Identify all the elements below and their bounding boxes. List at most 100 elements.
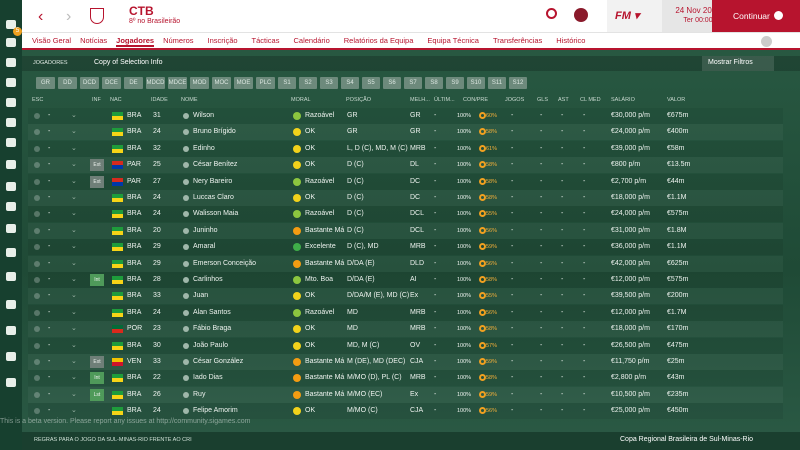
- filter-button[interactable]: S3: [320, 77, 338, 89]
- filter-button[interactable]: DCD: [80, 77, 99, 89]
- filter-button[interactable]: MOD: [190, 77, 209, 89]
- select-dot: [34, 408, 40, 415]
- fm-menu[interactable]: FM ▾: [607, 0, 662, 32]
- player-row[interactable]: - ⌄ BRA 24 Bruno Brígido OK GR GR - 100% 58% - - - - €2…: [28, 124, 783, 141]
- last-match: -: [434, 144, 437, 152]
- flag: [112, 308, 123, 317]
- player-row[interactable]: - ⌄ Int BRA 22 Iado Dias Bastante Má M/MO (D), …: [28, 370, 783, 387]
- column-header[interactable]: ESC: [32, 97, 44, 103]
- menu-item[interactable]: Calendário: [293, 36, 330, 45]
- filter-button[interactable]: S9: [446, 77, 464, 89]
- value: €170m: [667, 325, 689, 333]
- player-row[interactable]: - ⌄ BRA 30 João Paulo OK MD, M (C) OV - 100% 57% - -…: [28, 337, 783, 354]
- column-header[interactable]: MORAL: [291, 97, 311, 103]
- nav-icon: [6, 300, 16, 309]
- menu-item[interactable]: Relatórios da Equipa: [343, 36, 414, 45]
- news-ticker[interactable]: REGRAS PARA O JOGO DA SUL-MINAS-RIO FREN…: [34, 437, 192, 443]
- column-header[interactable]: POSIÇÃO: [346, 97, 372, 103]
- player-row[interactable]: - ⌄ BRA 33 Juan OK D/DA/M (E), MD (C) Ex - 100% 55…: [28, 288, 783, 305]
- continue-button[interactable]: [712, 0, 800, 32]
- column-header[interactable]: GLS: [537, 97, 549, 103]
- player-row[interactable]: - ⌄ Int BRA 28 Carlinhos Mto. Boa D/DA (E) AI - 10…: [28, 272, 783, 288]
- filter-button[interactable]: S10: [467, 77, 485, 89]
- filter-button[interactable]: S1: [278, 77, 296, 89]
- average-rating: -: [583, 325, 586, 333]
- filter-button[interactable]: MOC: [212, 77, 231, 89]
- filter-button[interactable]: S6: [383, 77, 401, 89]
- best-position: DC: [410, 194, 421, 201]
- filter-button[interactable]: S7: [404, 77, 422, 89]
- filter-toggle-label[interactable]: Mostrar Filtros: [708, 59, 753, 66]
- player-row[interactable]: - ⌄ BRA 32 Edinho OK L, D (C), MD, M (C) MRB -10…: [28, 140, 783, 157]
- column-header[interactable]: INF: [92, 97, 101, 103]
- player-row[interactable]: - ⌄ BRA 24 Luccas Claro OK D (C) DC - 100% 58% - - - -…: [28, 190, 783, 206]
- menu-item[interactable]: Visão Geral: [32, 36, 72, 45]
- assists: -: [561, 276, 564, 283]
- assists: -: [561, 374, 564, 382]
- menu-item[interactable]: Jogadores: [116, 36, 155, 47]
- goals: -: [540, 112, 543, 119]
- forward-button[interactable]: ›: [66, 8, 72, 25]
- search-button[interactable]: [546, 8, 557, 19]
- filter-button[interactable]: MDCD: [146, 77, 165, 89]
- view-selector[interactable]: Copy of Selection Info: [94, 59, 163, 66]
- filter-button[interactable]: S4: [341, 77, 359, 89]
- filter-button[interactable]: S11: [488, 77, 506, 89]
- player-row[interactable]: - ⌄ Ext PAR 27 Nery Bareiro Razoável D (C) DC - 10…: [28, 173, 783, 190]
- squad-status: -: [48, 259, 51, 267]
- column-header[interactable]: MELH...: [410, 97, 430, 103]
- filter-button[interactable]: S2: [299, 77, 317, 89]
- nationality: POR: [127, 325, 143, 333]
- squad-status: -: [48, 194, 51, 201]
- continue-label[interactable]: Continuar: [733, 11, 770, 21]
- menu-item[interactable]: Equipa Técnica: [427, 36, 479, 45]
- player-row[interactable]: - ⌄ Ext PAR 25 César Benítez OK D (C) DL - 100% 58%…: [28, 157, 783, 174]
- back-button[interactable]: ‹: [38, 8, 44, 25]
- menu-item[interactable]: Transferências: [492, 36, 543, 45]
- player-row[interactable]: - ⌄ BRA 29 Amaral Excelente D (C), MD MRB -100% 5…: [28, 239, 783, 256]
- player-row[interactable]: - ⌄ BRA 24 Alan Santos Razoável MD MRB -100% 56% -…: [28, 304, 783, 321]
- menu-item[interactable]: Números: [163, 36, 194, 45]
- filter-button[interactable]: DE: [124, 77, 143, 89]
- filter-button[interactable]: S12: [509, 77, 527, 89]
- menu-item[interactable]: Notícias: [80, 36, 108, 45]
- player-row[interactable]: - ⌄ Ext VEN 33 César González Bastante Má M (DE…: [28, 354, 783, 370]
- filter-button[interactable]: GR: [36, 77, 55, 89]
- player-row[interactable]: - ⌄ BRA 20 Juninho Bastante Má D (C) DCL - 100% 56…: [28, 222, 783, 239]
- filter-button[interactable]: MDCE: [168, 77, 187, 89]
- column-header[interactable]: IDADE: [151, 97, 168, 103]
- column-header[interactable]: CL MED: [580, 97, 601, 103]
- position: MD: [347, 325, 358, 333]
- menu-item[interactable]: Tácticas: [251, 36, 280, 45]
- column-header[interactable]: NOME: [181, 97, 198, 103]
- help-button[interactable]: [761, 36, 772, 47]
- sharpness-icon: [479, 112, 486, 119]
- menu-item[interactable]: Inscrição: [207, 36, 238, 45]
- player-row[interactable]: - ⌄ BRA 29 Emerson Conceição Bastante Má D/DA …: [28, 255, 783, 272]
- player-row[interactable]: - ⌄ BRA 24 Walisson Maia Razoável D (C) DCL - 100…: [28, 206, 783, 223]
- header: ‹ › CTB 8º no Brasileirão FM ▾ 24 Nov 20…: [22, 0, 800, 32]
- competition-name[interactable]: Copa Regional Brasileira de Sul-Minas-Ri…: [620, 436, 754, 443]
- user-menu[interactable]: [574, 8, 588, 22]
- filter-button[interactable]: DCE: [102, 77, 121, 89]
- player-row[interactable]: - ⌄ BRA 24 Felipe Amorim OK M/MO (C) CJA - 100% 56…: [28, 403, 783, 420]
- filter-button[interactable]: S8: [425, 77, 443, 89]
- column-header[interactable]: VALOR: [667, 97, 686, 103]
- filter-button[interactable]: S5: [362, 77, 380, 89]
- filter-button[interactable]: PLC: [256, 77, 275, 89]
- player-row[interactable]: - ⌄ POR 23 Fábio Braga OK MD MRB -100% 58% - - - - €18…: [28, 321, 783, 338]
- player-row[interactable]: - ⌄ BRA 31 Wilson Razoável GR GR - 100% 60% - - - - €30…: [28, 108, 783, 124]
- games: -: [511, 226, 514, 234]
- column-header[interactable]: NAC: [110, 97, 122, 103]
- menu-item[interactable]: Histórico: [556, 36, 586, 45]
- filter-toggle[interactable]: [702, 56, 774, 71]
- column-header[interactable]: JOGOS: [505, 97, 525, 103]
- column-header[interactable]: ÚLTIM...: [434, 97, 455, 103]
- filter-button[interactable]: MOE: [234, 77, 253, 89]
- player-row[interactable]: - ⌄ Lst BRA 26 Ruy Bastante Má M/MO (EC) Ex - 100%…: [28, 386, 783, 403]
- column-header[interactable]: SALÁRIO: [611, 97, 635, 103]
- games: -: [511, 112, 514, 119]
- column-header[interactable]: AST: [558, 97, 569, 103]
- column-header[interactable]: CON/PRE: [463, 97, 489, 103]
- filter-button[interactable]: DD: [58, 77, 77, 89]
